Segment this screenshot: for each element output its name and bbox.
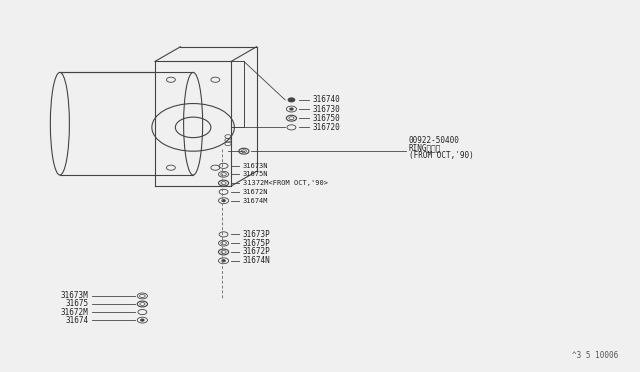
Text: ^3 5 10006: ^3 5 10006 <box>572 351 618 360</box>
Circle shape <box>222 200 225 202</box>
Text: 31673M: 31673M <box>61 291 88 301</box>
Text: 31673P: 31673P <box>243 230 270 239</box>
Text: 316740: 316740 <box>312 95 340 105</box>
Text: 00922-50400: 00922-50400 <box>409 136 460 145</box>
Text: 31672P: 31672P <box>243 247 270 256</box>
Text: 31372M<FROM OCT,'90>: 31372M<FROM OCT,'90> <box>243 180 328 186</box>
Text: 31675N: 31675N <box>243 171 268 177</box>
Circle shape <box>222 260 225 262</box>
Text: 31672M: 31672M <box>61 308 88 317</box>
Text: 31673N: 31673N <box>243 163 268 169</box>
Text: 316750: 316750 <box>312 114 340 123</box>
Text: 316720: 316720 <box>312 123 340 132</box>
Text: 316730: 316730 <box>312 105 340 113</box>
Circle shape <box>288 98 294 102</box>
Text: 31672N: 31672N <box>243 189 268 195</box>
Circle shape <box>290 108 293 110</box>
Text: (FROM OCT,'90): (FROM OCT,'90) <box>409 151 474 160</box>
Text: 31674N: 31674N <box>243 256 270 265</box>
Text: 31674: 31674 <box>65 315 88 325</box>
Text: 31674M: 31674M <box>243 198 268 203</box>
Text: RINGリング: RINGリング <box>409 143 441 152</box>
Text: 31675: 31675 <box>65 299 88 308</box>
Text: 31675P: 31675P <box>243 239 270 248</box>
Circle shape <box>141 319 144 321</box>
